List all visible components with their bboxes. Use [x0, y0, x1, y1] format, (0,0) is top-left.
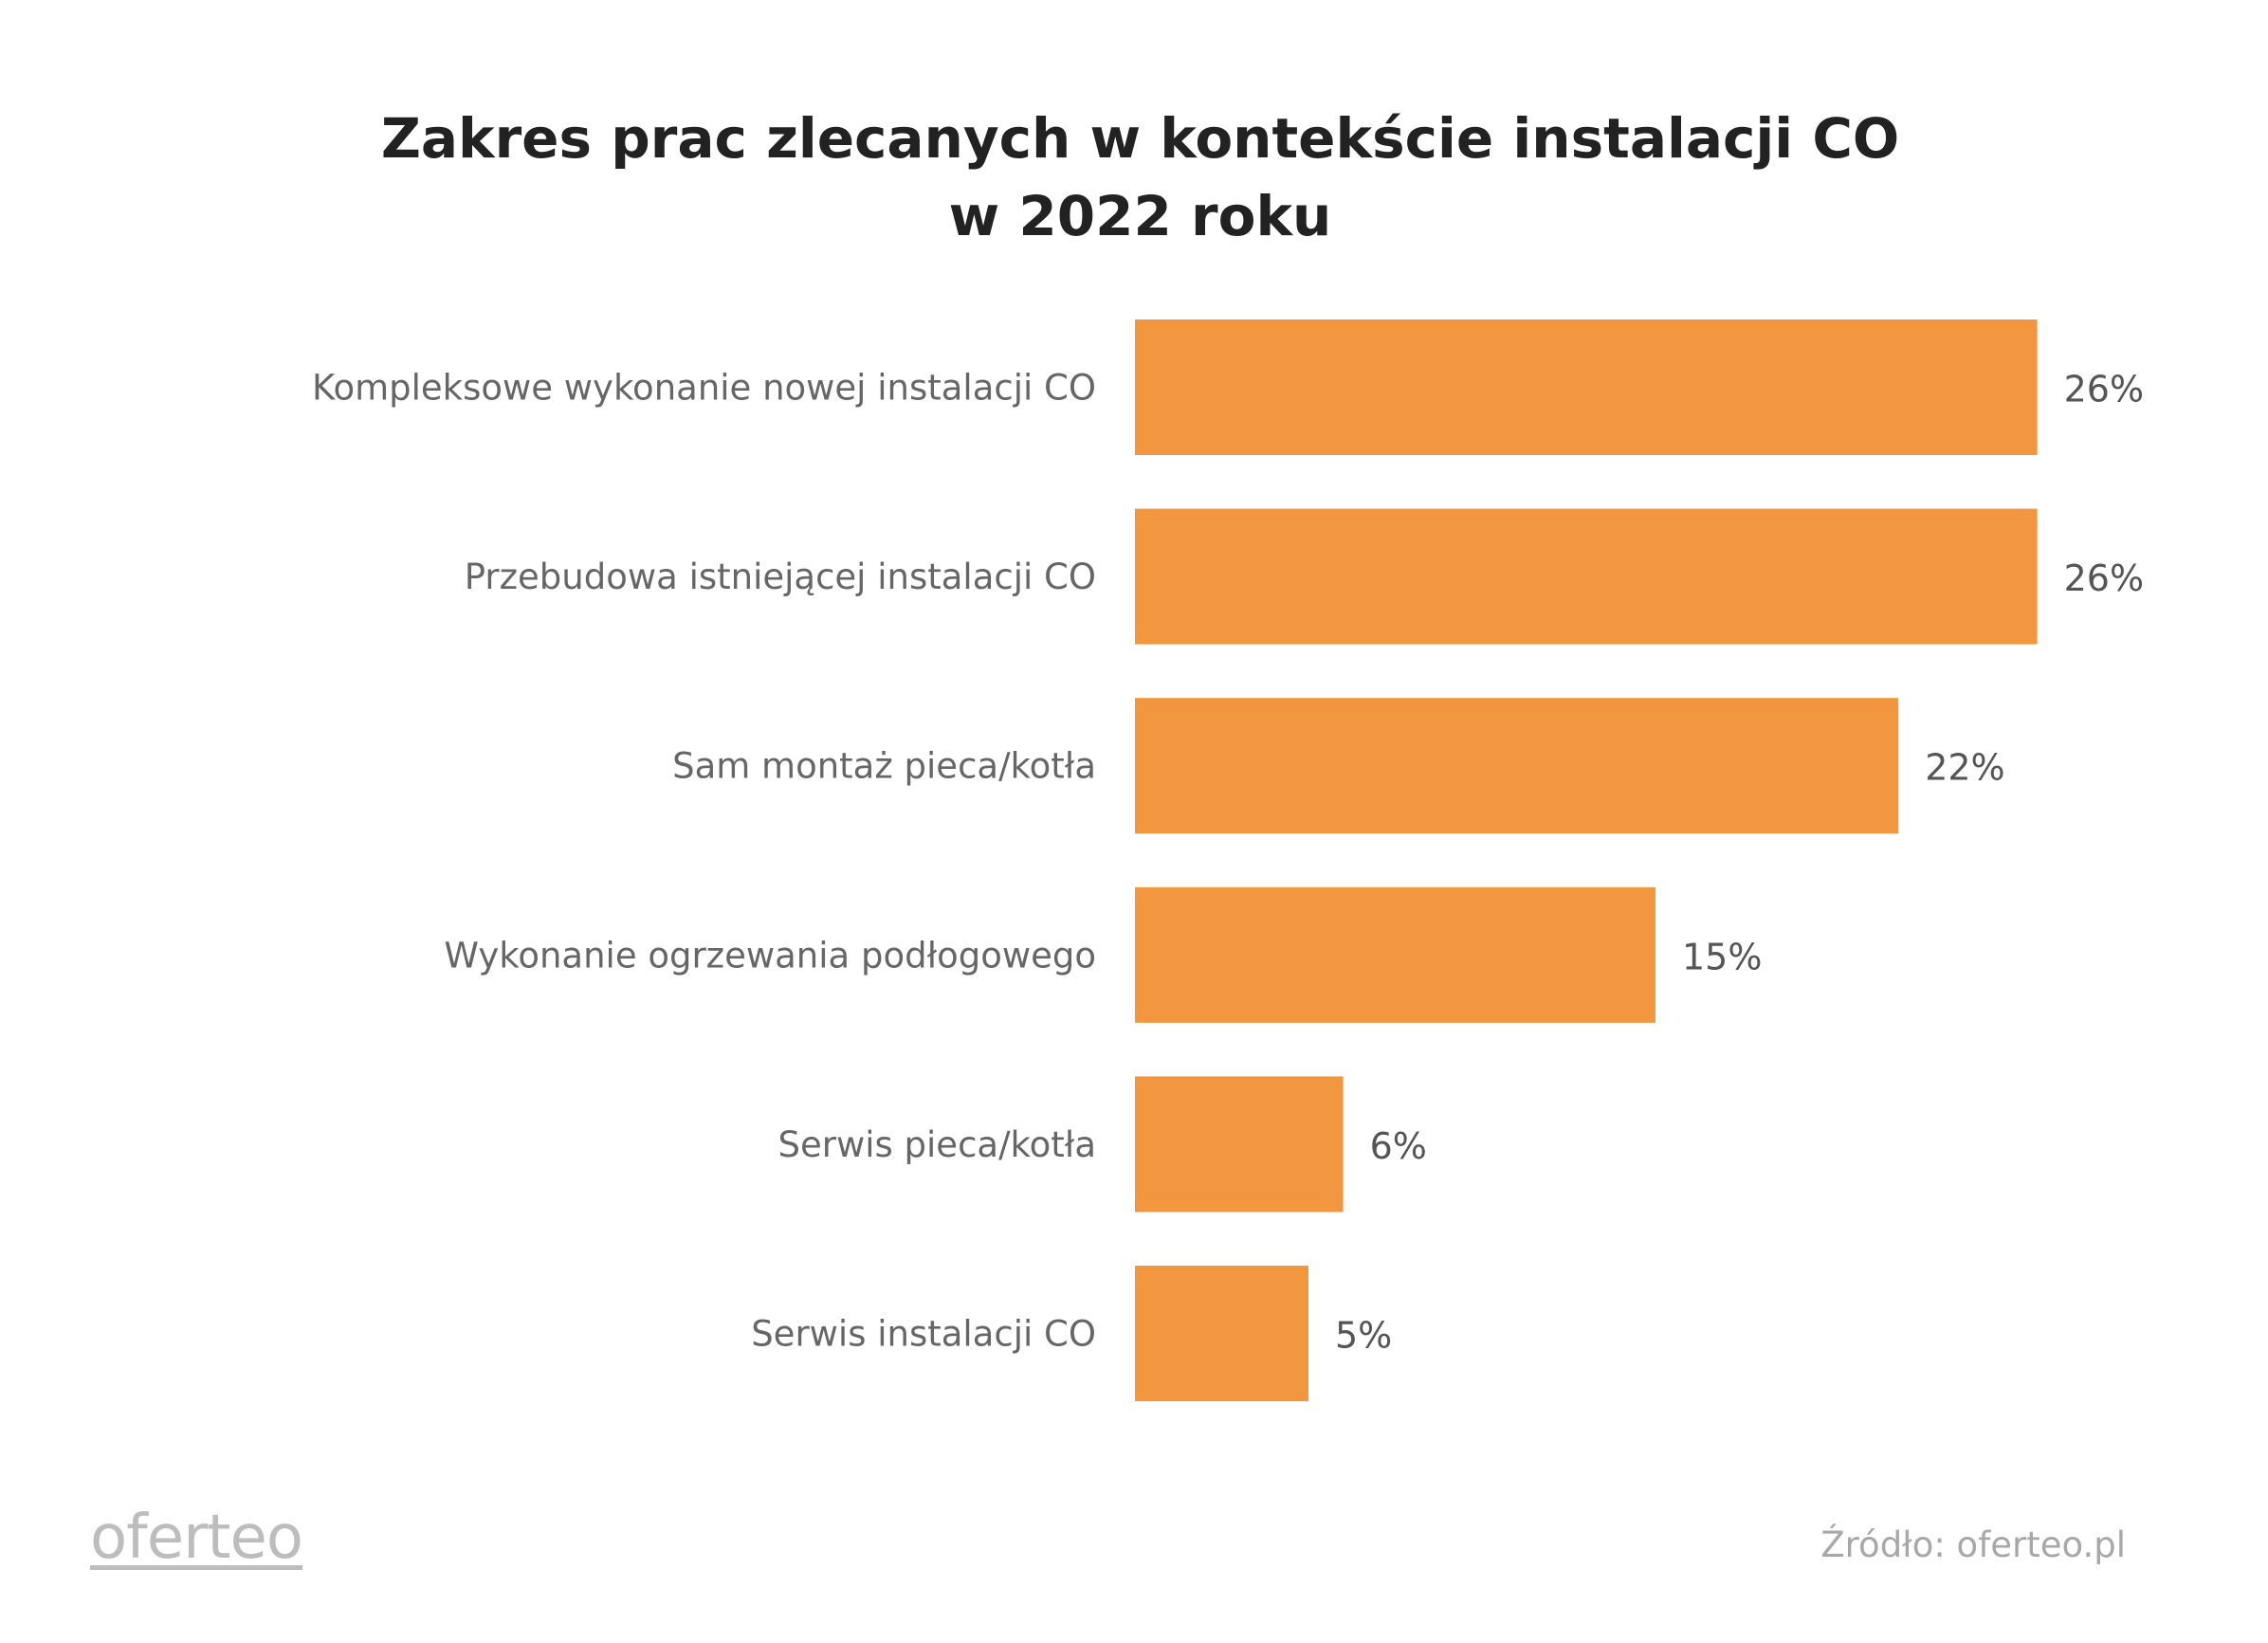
data-label: 6%	[1370, 1125, 1427, 1167]
category-label: Wykonanie ogrzewania podłogowego	[444, 935, 1096, 976]
source-note: Źródło: oferteo.pl	[1820, 1524, 2126, 1565]
data-label: 26%	[2064, 369, 2144, 411]
oferteo-logo: oferteo	[90, 1503, 303, 1573]
chart-title: Zakres prac zlecanych w kontekście insta…	[0, 100, 2268, 255]
chart-title-line-2: w 2022 roku	[948, 184, 1332, 248]
data-label: 15%	[1682, 936, 1762, 977]
category-label: Przebudowa istniejącej instalacji CO	[465, 557, 1096, 597]
data-label: 26%	[2064, 557, 2144, 599]
chart-title-line-1: Zakres prac zlecanych w kontekście insta…	[380, 106, 1900, 171]
category-label: Serwis pieca/kotła	[778, 1124, 1097, 1165]
bar	[1135, 1076, 1344, 1213]
bar	[1135, 1266, 1308, 1401]
bar	[1135, 698, 1899, 834]
data-label: 5%	[1335, 1315, 1392, 1357]
data-label: 22%	[1925, 747, 2004, 789]
category-label: Serwis instalacji CO	[751, 1314, 1096, 1355]
bar	[1135, 319, 2038, 455]
category-label: Kompleksowe wykonanie nowej instalacji C…	[312, 368, 1096, 409]
category-label: Sam montaż pieca/kotła	[672, 746, 1096, 787]
bar	[1135, 508, 2038, 645]
bar	[1135, 886, 1655, 1023]
